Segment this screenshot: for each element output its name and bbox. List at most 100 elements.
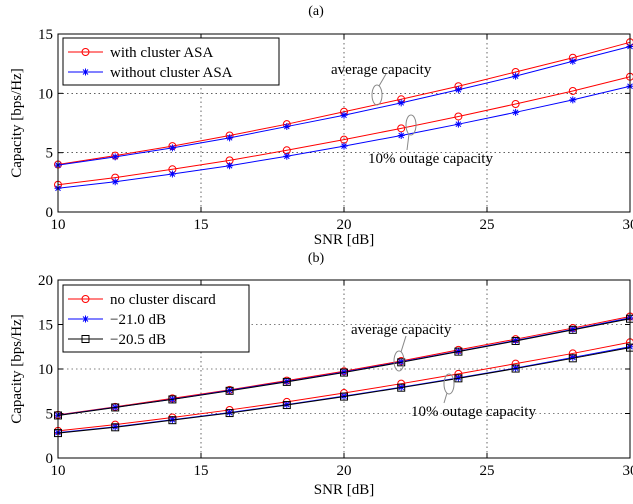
panel-b-ytick-label: 10 [38,362,53,378]
panel-a-outage-ellipse [405,114,417,136]
panel-b-title: (b) [308,251,325,266]
panel-a-ytick-label: 0 [46,205,54,221]
panel-b-annotation-average: average capacity [351,322,452,338]
panel-b-data-point [168,395,177,404]
panel-b-series-line [57,318,631,416]
panel-b: (b) 10 15 20 25 30 0 5 10 15 20 SNR [dB] Capacity… [9,251,633,498]
panel-a-data-point [397,124,406,133]
panel-b-data-point [225,409,234,418]
panel-a-data-point [397,131,405,139]
panel-a-data-point [512,72,520,80]
panel-b-xlabel: SNR [dB] [314,482,374,498]
panel-a: (a) 10 15 20 25 30 0 5 10 15 SNR [dB] Capacity [… [9,4,633,248]
panel-a-legend-box [62,37,280,86]
panel-b-data-point [111,423,120,432]
panel-a-grid [58,34,630,212]
panel-b-xtick-label: 30 [623,463,633,479]
legend-label: without cluster ASA [110,65,233,81]
panel-b-ylabel: Capacity [bps/Hz] [9,314,25,424]
panel-a-title: (a) [308,4,324,19]
legend-label: −20.5 dB [110,332,166,348]
panel-a-data-point [111,153,119,161]
panel-a-xtick-label: 25 [480,217,495,233]
panel-b-data-point [225,386,234,395]
panel-a-annotation-average: average capacity [331,62,432,78]
panel-b-legend-item: no cluster discard [68,292,216,308]
panel-b-outage-leader [443,392,448,404]
panel-b-data-point [511,364,520,373]
panel-a-xlabel: SNR [dB] [314,232,374,248]
panel-b-annotations: average capacity 10% outage capacity [351,322,536,420]
panel-a-ytick-label: 5 [46,146,54,162]
panel-b-data-point [168,416,177,425]
panel-a-data-point [454,86,462,94]
panel-b-ytick-label: 20 [38,273,53,289]
panel-b-outage-ellipse [443,373,455,395]
panel-a-data-point [569,96,577,104]
panel-a-annotation-outage: 10% outage capacity [368,151,493,167]
panel-b-data-point [111,403,120,412]
panel-a-ytick-label: 10 [38,86,53,102]
panel-a-average-ellipse [371,84,383,106]
panel-b-data-point [397,358,406,367]
panel-a-data-point [454,112,463,121]
panel-a-xtick-label: 20 [337,217,352,233]
panel-a-data-point [568,86,577,95]
panel-b-data-point [397,383,406,392]
panel-b-xtick-label: 15 [194,463,209,479]
panel-a-legend: with cluster ASA without cluster ASA [62,37,280,86]
legend-label: −21.0 dB [110,312,166,328]
panel-a-xtick-label: 10 [51,217,66,233]
panel-b-data-point [568,354,577,363]
panel-b-data-point [282,401,291,410]
panel-b-ytick-label: 0 [46,451,54,467]
legend-marker [81,48,90,56]
legend-label: no cluster discard [110,292,216,308]
panel-a-legend-item: with cluster ASA [68,45,213,61]
panel-b-xtick-label: 10 [51,463,66,479]
legend-marker [82,315,89,323]
legend-marker [81,335,90,343]
panel-b-average-ellipse [393,350,405,372]
panel-b-data-point [454,347,463,356]
panel-a-average-leader [378,73,387,87]
panel-a-data-point [397,99,405,107]
panel-b-legend-item: −20.5 dB [68,332,166,348]
panel-b-data-point [569,353,577,361]
panel-a-data-point [512,108,520,116]
panel-a-xtick-label: 30 [623,217,633,233]
panel-a-data-point [283,123,291,131]
legend-marker [81,295,90,303]
panel-b-average-leader [400,335,407,353]
panel-b-data-point [511,336,520,345]
panel-a-data-point [168,144,176,152]
panel-a-axes-frame [57,33,631,213]
panel-b-legend: no cluster discard −21.0 dB −20.5 dB [62,284,250,353]
panel-b-series [54,312,633,438]
panel-a-series-line [57,76,631,186]
panel-b-ticks: 10 15 20 25 30 0 5 10 15 20 [38,273,633,479]
panel-b-data-point [454,374,463,383]
panel-a-data-point [226,134,234,142]
panel-a-data-point [569,57,577,65]
panel-a-data-point [340,111,348,119]
panel-b-ytick-label: 15 [38,318,53,334]
panel-a-series-1 [54,42,633,169]
panel-a-data-point [111,178,119,186]
panel-b-annotation-outage: 10% outage capacity [411,404,536,420]
panel-b-xtick-label: 25 [480,463,495,479]
panel-a-data-point [511,100,520,109]
panel-b-data-point [568,325,577,334]
legend-label: with cluster ASA [110,45,213,61]
panel-a-series-line [57,41,631,166]
panel-a-annotations: average capacity 10% outage capacity [331,62,493,167]
panel-a-outage-leader [406,133,410,151]
panel-a-data-point [340,142,348,150]
panel-b-data-point [340,392,348,401]
panel-b-series-line [57,347,631,434]
panel-a-data-point [226,162,234,170]
legend-marker [82,68,89,76]
panel-a-ytick-label: 15 [38,27,53,43]
panel-b-data-point [340,368,348,377]
